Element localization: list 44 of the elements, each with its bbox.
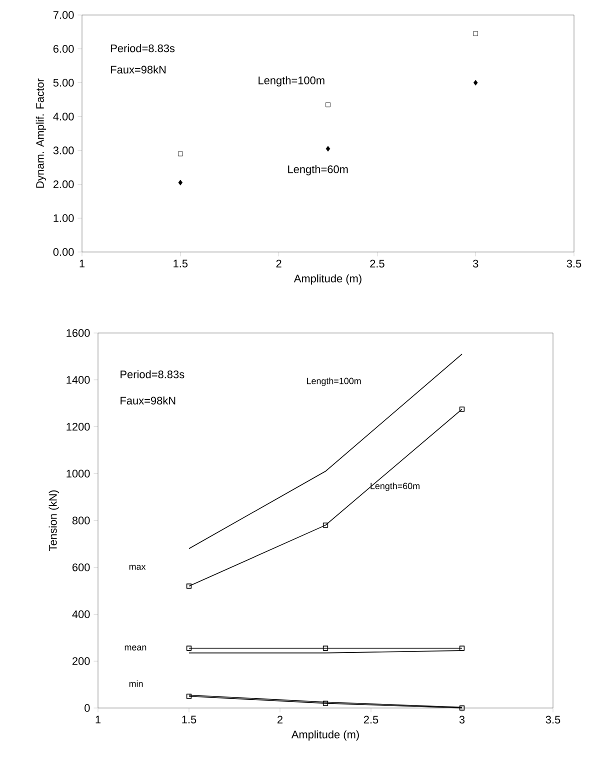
y-tick-label: 3.00 bbox=[53, 146, 74, 154]
annotation: Period=8.83s bbox=[111, 44, 175, 52]
annotation: Length=100m bbox=[258, 76, 324, 86]
x-tick-label: 3 bbox=[472, 260, 478, 268]
annotation: Length=60m bbox=[288, 165, 348, 176]
y-tick-label: 1000 bbox=[66, 470, 90, 478]
y-axis-title: Dynam. Amplif. Factor bbox=[36, 78, 46, 188]
x-tick-label: 2.5 bbox=[364, 716, 378, 724]
x-tick-label: 1 bbox=[80, 260, 85, 268]
y-tick-label: 4.00 bbox=[53, 112, 74, 120]
y-tick-label: 600 bbox=[72, 564, 90, 572]
annotation: Length=100m bbox=[307, 378, 361, 386]
x-axis-title: Amplitude (m) bbox=[294, 274, 362, 285]
x-tick-label: 2.5 bbox=[370, 260, 384, 268]
y-tick-label: 1200 bbox=[66, 422, 90, 431]
annotation: Period=8.83s bbox=[120, 370, 184, 378]
x-tick-label: 1 bbox=[96, 716, 101, 724]
annotation: min bbox=[129, 680, 143, 687]
x-tick-label: 2 bbox=[276, 260, 282, 268]
y-tick-label: 6.00 bbox=[53, 44, 74, 53]
y-tick-label: 7.00 bbox=[53, 11, 74, 19]
y-tick-label: 1400 bbox=[66, 376, 90, 384]
y-tick-label: 0.00 bbox=[53, 248, 74, 256]
y-tick-label: 5.00 bbox=[53, 78, 74, 87]
x-tick-label: 1.5 bbox=[182, 716, 196, 724]
x-tick-label: 3 bbox=[459, 716, 465, 724]
x-tick-label: 2 bbox=[278, 716, 282, 724]
x-tick-label: 1.5 bbox=[174, 260, 188, 268]
annotation: max bbox=[129, 564, 146, 570]
annotation: Faux=98kN bbox=[120, 396, 176, 405]
y-tick-label: 1600 bbox=[66, 329, 90, 337]
x-tick-label: 3.5 bbox=[566, 260, 582, 268]
y-tick-label: 400 bbox=[72, 610, 90, 618]
annotation: Length=60m bbox=[370, 482, 420, 491]
y-tick-label: 0 bbox=[84, 704, 90, 712]
y-tick-label: 800 bbox=[72, 516, 90, 524]
x-axis-title: Amplitude (m) bbox=[291, 730, 359, 741]
y-tick-label: 200 bbox=[72, 657, 90, 666]
y-tick-label: 1.00 bbox=[54, 214, 74, 222]
x-tick-label: 3.5 bbox=[546, 716, 560, 724]
y-axis-title: Tension (kN) bbox=[48, 490, 60, 552]
annotation: Faux=98kN bbox=[111, 65, 166, 74]
annotation: mean bbox=[124, 646, 146, 650]
y-tick-label: 2.00 bbox=[53, 180, 74, 188]
